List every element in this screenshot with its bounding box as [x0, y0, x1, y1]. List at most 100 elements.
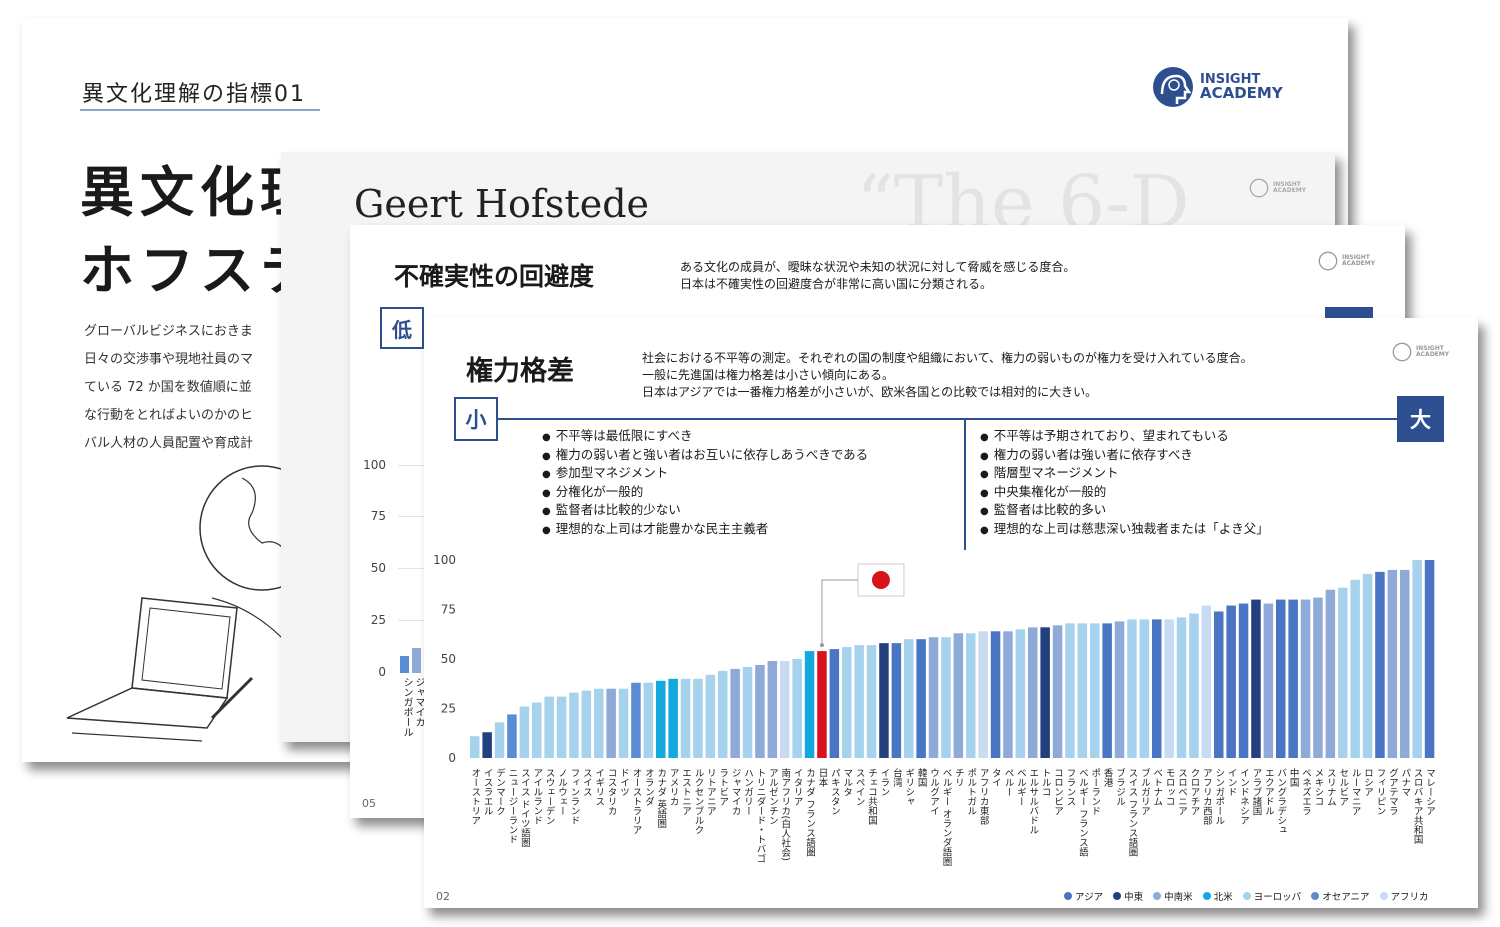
bar — [618, 688, 629, 758]
logo-text: INSIGHT — [1200, 72, 1261, 87]
legend-swatch — [1379, 892, 1388, 900]
bar — [829, 649, 840, 758]
list-item: 理想的な上司は才能豊かな民主主義者 — [542, 521, 868, 540]
country-label: ベルギー — [1015, 768, 1027, 806]
country-label: ブルガリア — [1139, 767, 1151, 815]
bar — [842, 647, 852, 758]
slide-title-line1: 異文化理 — [80, 161, 320, 224]
bar — [904, 639, 914, 758]
country-label: 台湾 — [891, 767, 903, 788]
y-tick: 100 — [363, 458, 386, 472]
country-label: ポルトガル — [965, 768, 977, 816]
bar — [730, 668, 740, 758]
head-globe-icon — [1318, 251, 1338, 271]
list-item: 階層型マネージメント — [980, 465, 1269, 484]
slide-title-line2: ホフステ — [80, 239, 320, 302]
country-label: エストニア — [680, 768, 692, 816]
bar — [928, 637, 939, 758]
bar — [1114, 621, 1125, 758]
author-name: Geert Hofstede — [354, 182, 650, 226]
country-label: オーストリア — [469, 768, 481, 825]
country-label: クロアチア — [1188, 768, 1199, 816]
country-label: アフリカ西部 — [1201, 768, 1213, 826]
page-number: 02 — [436, 890, 450, 903]
country-label: スイス フランス語圏 — [1126, 768, 1138, 857]
legend-swatch — [1311, 892, 1320, 900]
legend-label: 北米 — [1213, 892, 1233, 903]
intro-line: バル人材の人員配置や育成計 — [84, 436, 254, 451]
legend-label: アジア — [1075, 892, 1104, 903]
bar — [780, 660, 790, 758]
bar — [1028, 627, 1038, 758]
bar — [1288, 599, 1298, 758]
country-label: フィリピン — [1374, 768, 1385, 816]
column-divider — [964, 420, 966, 550]
country-label: マルタ — [841, 768, 853, 797]
y-tick: 0 — [378, 665, 386, 679]
bar — [1102, 623, 1112, 758]
country-label: アイルランド — [531, 768, 543, 825]
country-label: オランダ — [643, 768, 655, 806]
bar — [978, 631, 988, 758]
legend-swatch — [1202, 892, 1211, 900]
country-label: チェコ共和国 — [866, 768, 878, 826]
country-label: チリ — [953, 768, 964, 787]
bar — [532, 702, 542, 758]
insight-academy-logo: INSIGHT ACADEMY — [1318, 251, 1375, 271]
y-tick-label: 50 — [441, 652, 456, 666]
y-tick: 25 — [370, 613, 386, 627]
country-label: グアテマラ — [1387, 768, 1399, 816]
logo-text: ACADEMY — [1342, 260, 1376, 267]
bar — [631, 682, 641, 758]
bar — [1052, 625, 1063, 758]
country-label: ベルギー オランダ語圏 — [940, 768, 952, 866]
intro-line: グローバルビジネスにおきま — [84, 324, 253, 339]
country-label: イスラエル — [482, 768, 494, 816]
bar — [792, 659, 802, 758]
legend-swatch — [1153, 892, 1162, 900]
legend-item: 北米 — [1202, 889, 1233, 903]
country-label: ウルグアイ — [928, 768, 940, 816]
bar — [680, 678, 691, 758]
intro-line: 日々の交渉事や現地社員のマ — [84, 352, 254, 367]
bar — [1412, 560, 1422, 758]
bar — [1362, 573, 1373, 758]
slide-kicker: 異文化理解の指標01 — [82, 82, 306, 107]
bar — [693, 678, 703, 758]
bar — [1015, 629, 1026, 758]
bar — [705, 674, 716, 758]
legend-item: 中南米 — [1153, 889, 1193, 903]
bar — [1090, 623, 1100, 758]
list-item: 中央集権化が一般的 — [980, 484, 1269, 503]
legend-item: オセアニア — [1311, 889, 1370, 903]
bar — [1176, 617, 1187, 758]
country-label: タイ — [990, 768, 1002, 787]
logo-text: INSIGHT — [1342, 254, 1370, 261]
bar — [400, 656, 409, 673]
head-globe-icon — [1249, 178, 1269, 198]
bar — [966, 633, 976, 758]
country-label: パキスタン — [829, 768, 841, 816]
y-tick-label: 75 — [441, 603, 456, 617]
insight-academy-logo: INSIGHT ACADEMY — [1249, 178, 1306, 198]
desc-line: 社会における不平等の測定。それぞれの国の制度や組織において、権力の弱いものが権力… — [642, 351, 1253, 365]
country-label: シンガポール — [401, 677, 412, 737]
bar — [1040, 627, 1050, 758]
list-item: 権力の弱い者と強い者はお互いに依存しあうべきである — [542, 447, 868, 466]
country-label: スロバキア共和国 — [1412, 768, 1424, 845]
bar — [581, 690, 592, 758]
country-label: スペイン — [854, 768, 866, 806]
legend-item: 中東 — [1113, 889, 1143, 903]
country-label: ベネズエラ — [1300, 768, 1312, 816]
bar — [1263, 603, 1274, 758]
legend-swatch — [1113, 892, 1122, 900]
list-item: 不平等は予期されており、望まれてもいる — [980, 428, 1269, 447]
country-label: ノルウェー — [556, 768, 568, 816]
bar — [718, 670, 728, 758]
desc-line: 日本はアジアでは一番権力格差が小さいが、欧米各国との比較では相対的に大きい。 — [642, 385, 1098, 399]
bar — [1300, 599, 1311, 758]
slide-description: ある文化の成員が、曖昧な状況や未知の状況に対して脅威を感じる度合。 日本は不確実… — [680, 259, 1075, 293]
bar — [482, 732, 492, 758]
bar — [470, 736, 480, 758]
